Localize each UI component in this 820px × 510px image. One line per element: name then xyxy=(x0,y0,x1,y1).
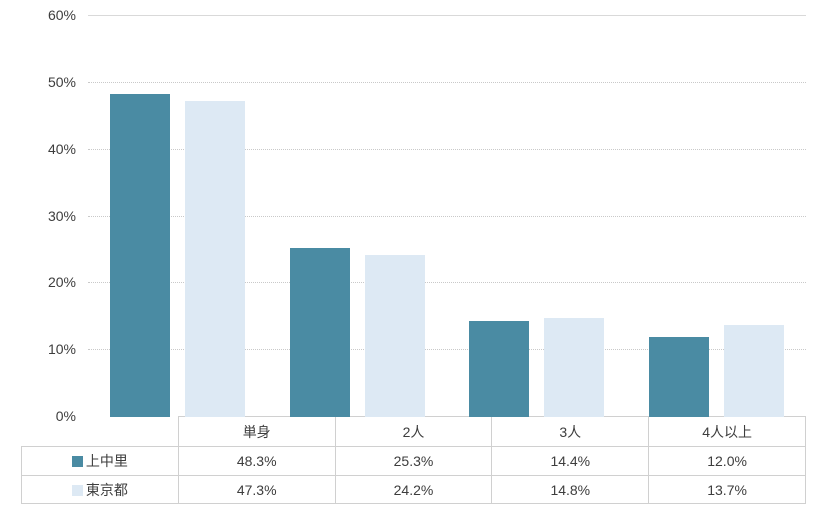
gridline-20 xyxy=(88,282,806,284)
bar-東京都-単身 xyxy=(185,100,245,417)
category-header-cell: 3人 xyxy=(491,416,650,447)
gridline-10 xyxy=(88,349,806,351)
y-axis-tick: 0% xyxy=(55,408,76,424)
category-header-cell: 4人以上 xyxy=(648,416,806,447)
legend-cell: 上中里 xyxy=(21,446,179,476)
y-axis-tick: 10% xyxy=(47,341,76,358)
y-axis-tick: 50% xyxy=(47,73,76,90)
table-header: 単身 2人 3人 4人以上 xyxy=(22,416,806,447)
table-value-cell: 48.3% xyxy=(177,446,336,476)
category-header-row: 単身 2人 3人 4人以上 xyxy=(22,416,806,447)
legend-label: 東京都 xyxy=(85,481,128,498)
table-row-上中里: 上中里 48.3% 25.3% 14.4% 12.0% xyxy=(21,446,806,476)
y-axis-tick: 40% xyxy=(47,140,76,157)
table-value-cell: 12.0% xyxy=(648,446,806,476)
legend-label: 上中里 xyxy=(85,453,128,469)
category-header-cell: 単身 xyxy=(177,416,336,447)
table-value-cell: 24.2% xyxy=(334,475,493,504)
table-value-cell: 47.3% xyxy=(177,475,336,504)
y-axis-tick: 60% xyxy=(47,7,76,23)
data-table: 単身 2人 3人 4人以上 上中里 48.3% 25.3% 14.4% 12.0% 東京都 47.… xyxy=(21,416,806,504)
table-value-cell: 14.4% xyxy=(491,446,650,476)
gridline-40 xyxy=(88,148,806,150)
table-value-cell: 13.7% xyxy=(648,475,806,504)
legend-cell: 東京都 xyxy=(21,475,179,504)
table-row-東京都: 東京都 47.3% 24.2% 14.8% 13.7% xyxy=(21,475,806,504)
bar-上中里-2人 xyxy=(289,247,350,417)
bar-上中里-4人以上 xyxy=(648,336,709,417)
bar-東京都-2人 xyxy=(364,255,425,417)
bar-上中里-単身 xyxy=(110,94,170,417)
legend-marker-icon xyxy=(71,484,83,496)
gridline-30 xyxy=(88,215,806,217)
table-value-cell: 14.8% xyxy=(491,475,650,504)
plot-area xyxy=(88,15,806,417)
y-axis-tick: 30% xyxy=(47,207,76,224)
y-axis-tick: 20% xyxy=(47,274,76,291)
bar-東京都-3人 xyxy=(544,318,604,417)
table-value-cell: 25.3% xyxy=(334,446,493,476)
legend-marker-icon xyxy=(71,456,83,467)
bar-東京都-4人以上 xyxy=(723,325,784,417)
bar-上中里-3人 xyxy=(469,320,529,417)
gridline-50 xyxy=(88,81,806,83)
category-header-cell: 2人 xyxy=(334,416,493,447)
table-body: 上中里 48.3% 25.3% 14.4% 12.0% 東京都 47.3% 24.2% 14.8… xyxy=(21,446,806,504)
